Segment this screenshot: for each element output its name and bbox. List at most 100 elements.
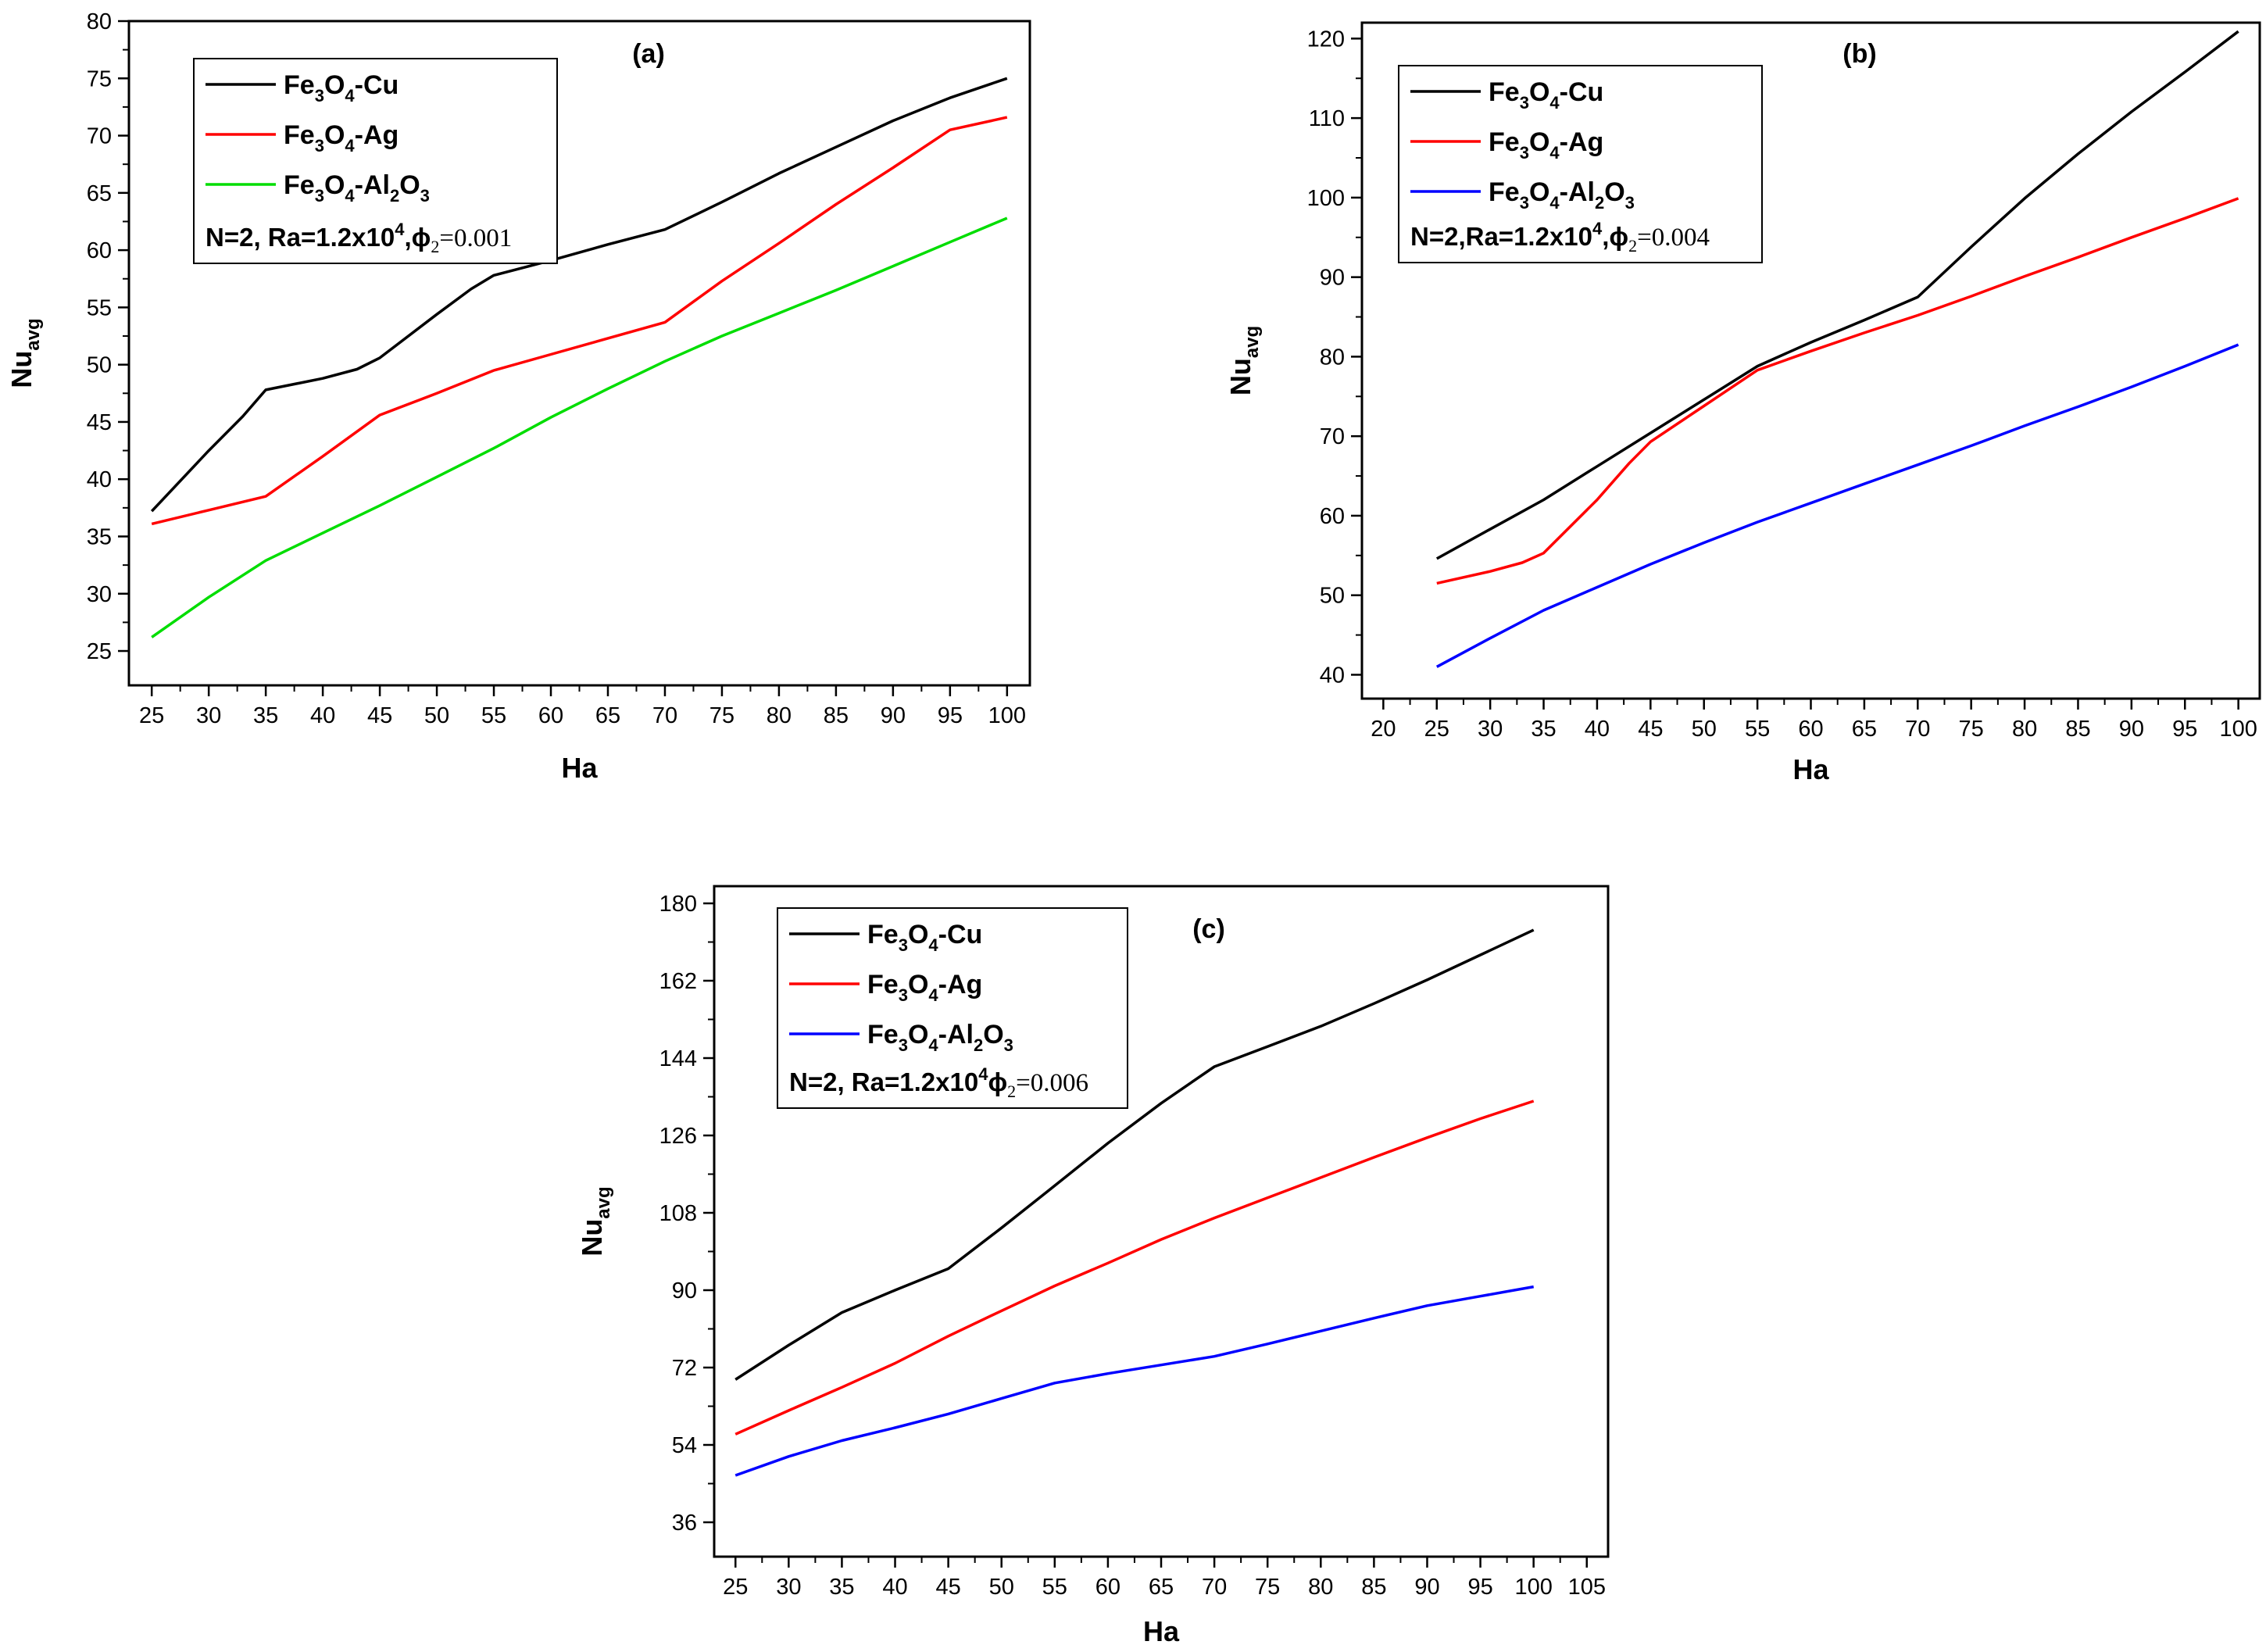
y-tick-label: 126 (659, 1124, 697, 1149)
panel-label: (a) (632, 39, 665, 69)
y-tick-label: 75 (87, 66, 112, 91)
legend-label: Fe3O4-Cu (284, 70, 399, 105)
y-tick-label: 50 (1320, 584, 1345, 609)
x-tick-label: 75 (1255, 1575, 1280, 1600)
x-tick-label: 100 (988, 703, 1026, 728)
x-tick-label: 90 (2119, 717, 2144, 742)
x-tick-label: 50 (424, 703, 449, 728)
x-tick-label: 65 (1852, 717, 1877, 742)
y-tick-label: 90 (1320, 266, 1345, 291)
x-tick-label: 55 (1042, 1575, 1067, 1600)
series-line-3 (151, 216, 1008, 638)
y-tick-label: 36 (672, 1511, 697, 1536)
panel-label: (c) (1192, 914, 1225, 944)
x-tick-label: 55 (481, 703, 506, 728)
x-tick-label: 20 (1371, 717, 1396, 742)
y-tick-label: 80 (1320, 345, 1345, 370)
series-line-3 (734, 1285, 1535, 1477)
y-tick-label: 70 (1320, 424, 1345, 449)
x-tick-label: 70 (1905, 717, 1930, 742)
legend-label: Fe3O4-Ag (284, 120, 399, 156)
parameter-note: N=2,Ra=1.2x104,ϕ2=0.004 (1410, 219, 1710, 256)
x-tick-label: 100 (1514, 1575, 1552, 1600)
series-line-1 (734, 928, 1535, 1381)
legend-box (777, 907, 1128, 1109)
y-axis-label: Nuavg (1224, 326, 1263, 395)
x-tick-label: 60 (1798, 717, 1823, 742)
y-tick-label: 162 (659, 969, 697, 994)
x-tick-label: 75 (1959, 717, 1984, 742)
y-tick-label: 110 (1309, 106, 1345, 131)
x-axis-label: Ha (1143, 1615, 1180, 1647)
y-tick-label: 55 (87, 295, 112, 320)
x-tick-label: 30 (1478, 717, 1503, 742)
series-line-1 (1435, 30, 2239, 560)
x-tick-label: 30 (196, 703, 221, 728)
legend-label: Fe3O4-Ag (1489, 127, 1603, 163)
y-tick-label: 25 (87, 639, 112, 664)
x-tick-label: 40 (882, 1575, 907, 1600)
x-tick-label: 85 (2065, 717, 2090, 742)
x-tick-label: 80 (1308, 1575, 1333, 1600)
y-axis-label: Nuavg (5, 318, 44, 388)
x-tick-label: 35 (829, 1575, 854, 1600)
legend-box (1398, 65, 1763, 263)
y-tick-label: 50 (87, 353, 112, 378)
x-tick-label: 80 (767, 703, 792, 728)
x-tick-label: 50 (989, 1575, 1014, 1600)
chart-panel-2: 20 25 30 35 40 45 50 55 60 65 70 75 80 85 90 95 100 40 50 6… (1224, 21, 2261, 785)
parameter-note: N=2, Ra=1.2x104ϕ2=0.006 (789, 1064, 1088, 1101)
y-tick-label: 180 (659, 892, 697, 917)
x-tick-label: 95 (938, 703, 963, 728)
legend-label: Fe3O4-Al2O3 (867, 1020, 1013, 1055)
chart-panel-3: 25 30 35 40 45 50 55 60 65 70 75 80 85 90 95 100 105 36 54… (576, 885, 1610, 1647)
x-tick-label: 40 (1585, 717, 1610, 742)
y-tick-label: 45 (87, 410, 112, 435)
y-tick-label: 90 (672, 1278, 697, 1303)
legend-box (193, 58, 558, 264)
x-tick-label: 45 (935, 1575, 960, 1600)
legend-label: Fe3O4-Al2O3 (284, 170, 430, 206)
y-tick-label: 30 (87, 582, 112, 607)
y-tick-label: 60 (1320, 504, 1345, 529)
x-tick-label: 40 (310, 703, 335, 728)
x-tick-label: 80 (2012, 717, 2037, 742)
x-tick-label: 60 (538, 703, 563, 728)
x-tick-label: 85 (824, 703, 849, 728)
legend-label: Fe3O4-Al2O3 (1489, 177, 1635, 213)
x-tick-label: 85 (1361, 1575, 1386, 1600)
y-axis-label: Nuavg (576, 1186, 614, 1256)
x-axis-label: Ha (1792, 753, 1829, 785)
x-tick-label: 65 (595, 703, 620, 728)
x-tick-label: 35 (1531, 717, 1556, 742)
x-tick-label: 35 (253, 703, 278, 728)
y-tick-label: 72 (672, 1356, 697, 1381)
y-tick-label: 80 (87, 9, 112, 34)
legend-label: Fe3O4-Cu (1489, 77, 1603, 113)
x-tick-label: 55 (1745, 717, 1770, 742)
series-line-2 (1436, 197, 2239, 585)
x-tick-label: 50 (1692, 717, 1717, 742)
x-tick-label: 95 (2172, 717, 2197, 742)
y-tick-label: 108 (659, 1201, 697, 1226)
x-tick-label: 25 (139, 703, 164, 728)
y-tick-label: 40 (1320, 663, 1345, 688)
panel-label: (b) (1842, 39, 1876, 69)
x-tick-label: 70 (652, 703, 677, 728)
x-tick-label: 25 (723, 1575, 748, 1600)
x-tick-label: 100 (2219, 717, 2257, 742)
y-tick-label: 100 (1307, 186, 1345, 211)
y-tick-label: 54 (672, 1433, 697, 1458)
x-tick-label: 90 (881, 703, 906, 728)
series-line-3 (1435, 343, 2239, 668)
x-tick-label: 70 (1202, 1575, 1227, 1600)
x-tick-label: 105 (1568, 1575, 1606, 1600)
legend-label: Fe3O4-Cu (867, 920, 982, 955)
series-line-2 (734, 1100, 1535, 1436)
x-tick-label: 30 (776, 1575, 801, 1600)
y-tick-label: 120 (1307, 27, 1345, 52)
x-tick-label: 65 (1149, 1575, 1174, 1600)
y-tick-label: 35 (87, 524, 112, 549)
y-tick-label: 65 (87, 181, 112, 206)
series-line-1 (150, 77, 1008, 513)
